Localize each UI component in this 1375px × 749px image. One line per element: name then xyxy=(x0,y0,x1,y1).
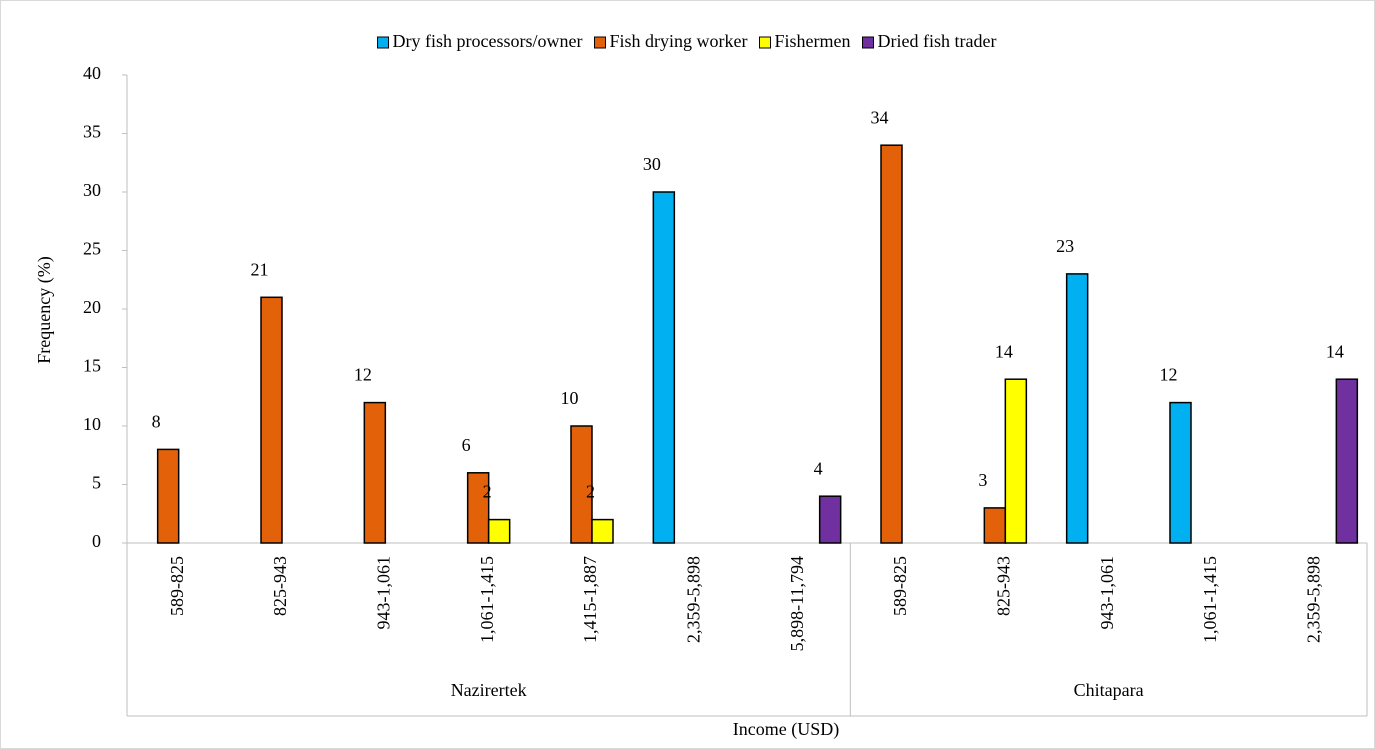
bar xyxy=(487,518,511,544)
bar xyxy=(156,448,180,544)
x-tick-label: 1,061-1,415 xyxy=(477,556,497,643)
x-tick-label: 5,898-11,794 xyxy=(787,556,807,651)
x-axis-label: Income (USD) xyxy=(733,719,839,740)
data-label: 8 xyxy=(152,412,161,432)
x-tick-label: 825-943 xyxy=(993,556,1013,616)
legend-label: Fish drying worker xyxy=(610,31,748,51)
legend-label: Dry fish processors/owner xyxy=(393,31,583,51)
bar xyxy=(1169,401,1192,544)
data-label: 2 xyxy=(483,482,492,502)
x-tick-label: 589-825 xyxy=(890,556,910,616)
bar xyxy=(466,472,490,544)
bar xyxy=(363,401,387,544)
bar xyxy=(1335,378,1359,544)
data-label: 14 xyxy=(995,341,1013,361)
y-tick-label: 35 xyxy=(83,122,101,142)
bar xyxy=(652,191,676,544)
x-tick-label: 943-1,061 xyxy=(1097,556,1117,630)
bar xyxy=(591,518,614,544)
legend-swatch xyxy=(862,36,875,49)
data-label: 21 xyxy=(251,259,269,279)
y-axis-label: Frequency (%) xyxy=(34,256,55,363)
data-label: 6 xyxy=(462,435,471,455)
legend-swatch xyxy=(377,36,390,49)
data-label: 23 xyxy=(1056,236,1074,256)
legend-swatch xyxy=(759,36,772,49)
legend-swatch xyxy=(594,36,607,49)
y-tick-label: 20 xyxy=(83,297,101,317)
group-label: Nazirertek xyxy=(451,680,527,700)
bar xyxy=(880,144,903,544)
x-tick-label: 1,061-1,415 xyxy=(1200,556,1220,643)
x-tick-label: 2,359-5,898 xyxy=(683,556,703,643)
data-label: 2 xyxy=(586,482,595,502)
x-tick-label: 1,415-1,887 xyxy=(580,556,600,643)
y-tick-label: 5 xyxy=(92,473,101,493)
data-label: 10 xyxy=(561,388,579,408)
y-tick-label: 15 xyxy=(83,356,101,376)
y-tick-label: 40 xyxy=(83,63,101,83)
x-tick-label: 943-1,061 xyxy=(373,556,393,630)
data-label: 14 xyxy=(1326,341,1344,361)
x-tick-label: 589-825 xyxy=(167,556,187,616)
group-label: Chitapara xyxy=(1074,680,1144,700)
bar xyxy=(570,425,593,544)
data-label: 4 xyxy=(814,458,823,478)
y-tick-label: 0 xyxy=(92,531,101,551)
y-tick-label: 25 xyxy=(83,239,101,259)
bar xyxy=(818,495,842,544)
data-label: 34 xyxy=(871,107,889,127)
data-label: 12 xyxy=(1160,365,1178,385)
bar xyxy=(260,296,283,544)
bar xyxy=(1004,378,1028,544)
bar xyxy=(1065,273,1089,544)
data-label: 12 xyxy=(354,365,372,385)
y-tick-label: 30 xyxy=(83,180,101,200)
x-tick-label: 2,359-5,898 xyxy=(1303,556,1323,643)
legend-label: Dried fish trader xyxy=(878,31,997,51)
y-tick-label: 10 xyxy=(83,414,101,434)
bar xyxy=(983,507,1007,544)
x-tick-label: 825-943 xyxy=(270,556,290,616)
data-label: 30 xyxy=(643,154,661,174)
data-label: 3 xyxy=(978,470,987,490)
legend-label: Fishermen xyxy=(775,31,851,51)
